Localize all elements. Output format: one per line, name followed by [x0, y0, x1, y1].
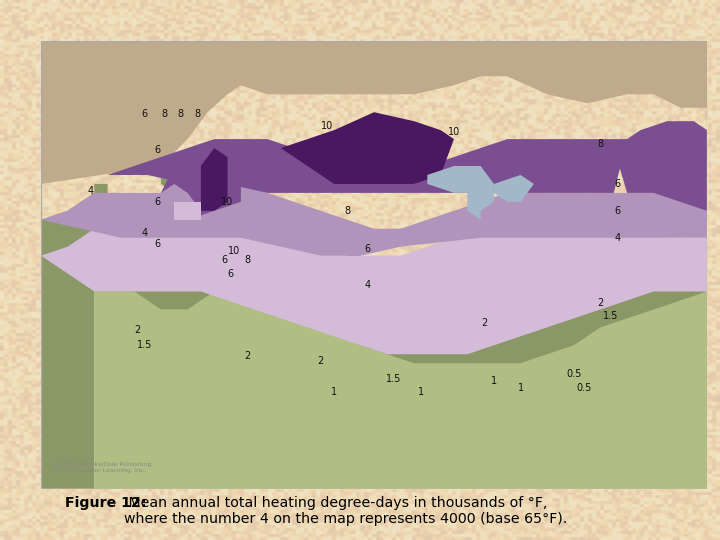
Text: 8: 8 [244, 255, 251, 265]
Text: 2: 2 [244, 352, 251, 361]
Text: Figure 12:: Figure 12: [65, 496, 146, 510]
Text: 1: 1 [491, 376, 497, 386]
Text: © 2003 Brooks/Cole Publishing
All of Thomson Learning, Inc.: © 2003 Brooks/Cole Publishing All of Tho… [55, 462, 152, 473]
Text: 6: 6 [364, 244, 371, 254]
Text: 8: 8 [161, 110, 167, 119]
Text: 1.5: 1.5 [603, 311, 618, 321]
Text: 1: 1 [418, 387, 424, 397]
Polygon shape [41, 184, 707, 255]
Text: 1: 1 [331, 387, 337, 397]
Text: 6: 6 [155, 239, 161, 249]
Text: Mean annual total heating degree-days in thousands of °F,
where the number 4 on : Mean annual total heating degree-days in… [124, 496, 567, 526]
Text: 2: 2 [481, 318, 487, 328]
Text: 2: 2 [598, 298, 603, 308]
Text: 6: 6 [221, 255, 228, 265]
Polygon shape [148, 184, 201, 238]
Polygon shape [494, 175, 534, 202]
Polygon shape [41, 40, 707, 184]
Text: 1.5: 1.5 [387, 374, 402, 384]
Text: 6: 6 [155, 197, 161, 207]
Polygon shape [201, 148, 228, 211]
Polygon shape [94, 282, 707, 489]
Text: 0.5: 0.5 [576, 383, 592, 393]
Polygon shape [41, 166, 707, 489]
Polygon shape [94, 292, 707, 489]
Text: 10: 10 [448, 127, 460, 137]
Text: 0.5: 0.5 [566, 369, 582, 380]
Text: 2: 2 [135, 325, 140, 335]
Text: 10: 10 [321, 120, 333, 131]
Polygon shape [161, 139, 241, 220]
Polygon shape [108, 139, 627, 193]
Text: 2: 2 [318, 356, 324, 366]
Text: 8: 8 [598, 139, 603, 148]
Polygon shape [41, 220, 707, 354]
Text: 10: 10 [228, 246, 240, 256]
Text: 4: 4 [614, 233, 620, 242]
Text: 10: 10 [221, 197, 234, 207]
Text: 1: 1 [518, 383, 523, 393]
Text: 4: 4 [364, 280, 371, 290]
Text: 6: 6 [614, 206, 620, 216]
Text: 8: 8 [194, 110, 201, 119]
Polygon shape [467, 184, 494, 220]
Polygon shape [281, 112, 454, 184]
Text: 4: 4 [141, 228, 148, 238]
Polygon shape [174, 202, 201, 220]
Text: 4: 4 [88, 186, 94, 195]
Polygon shape [428, 166, 494, 193]
Polygon shape [614, 121, 707, 211]
Text: 1.5: 1.5 [137, 340, 152, 350]
Text: 8: 8 [344, 206, 351, 216]
Text: 6: 6 [614, 179, 620, 189]
Text: 6: 6 [141, 110, 148, 119]
Text: 6: 6 [155, 145, 161, 156]
Text: 6: 6 [228, 268, 234, 279]
Text: 8: 8 [178, 110, 184, 119]
